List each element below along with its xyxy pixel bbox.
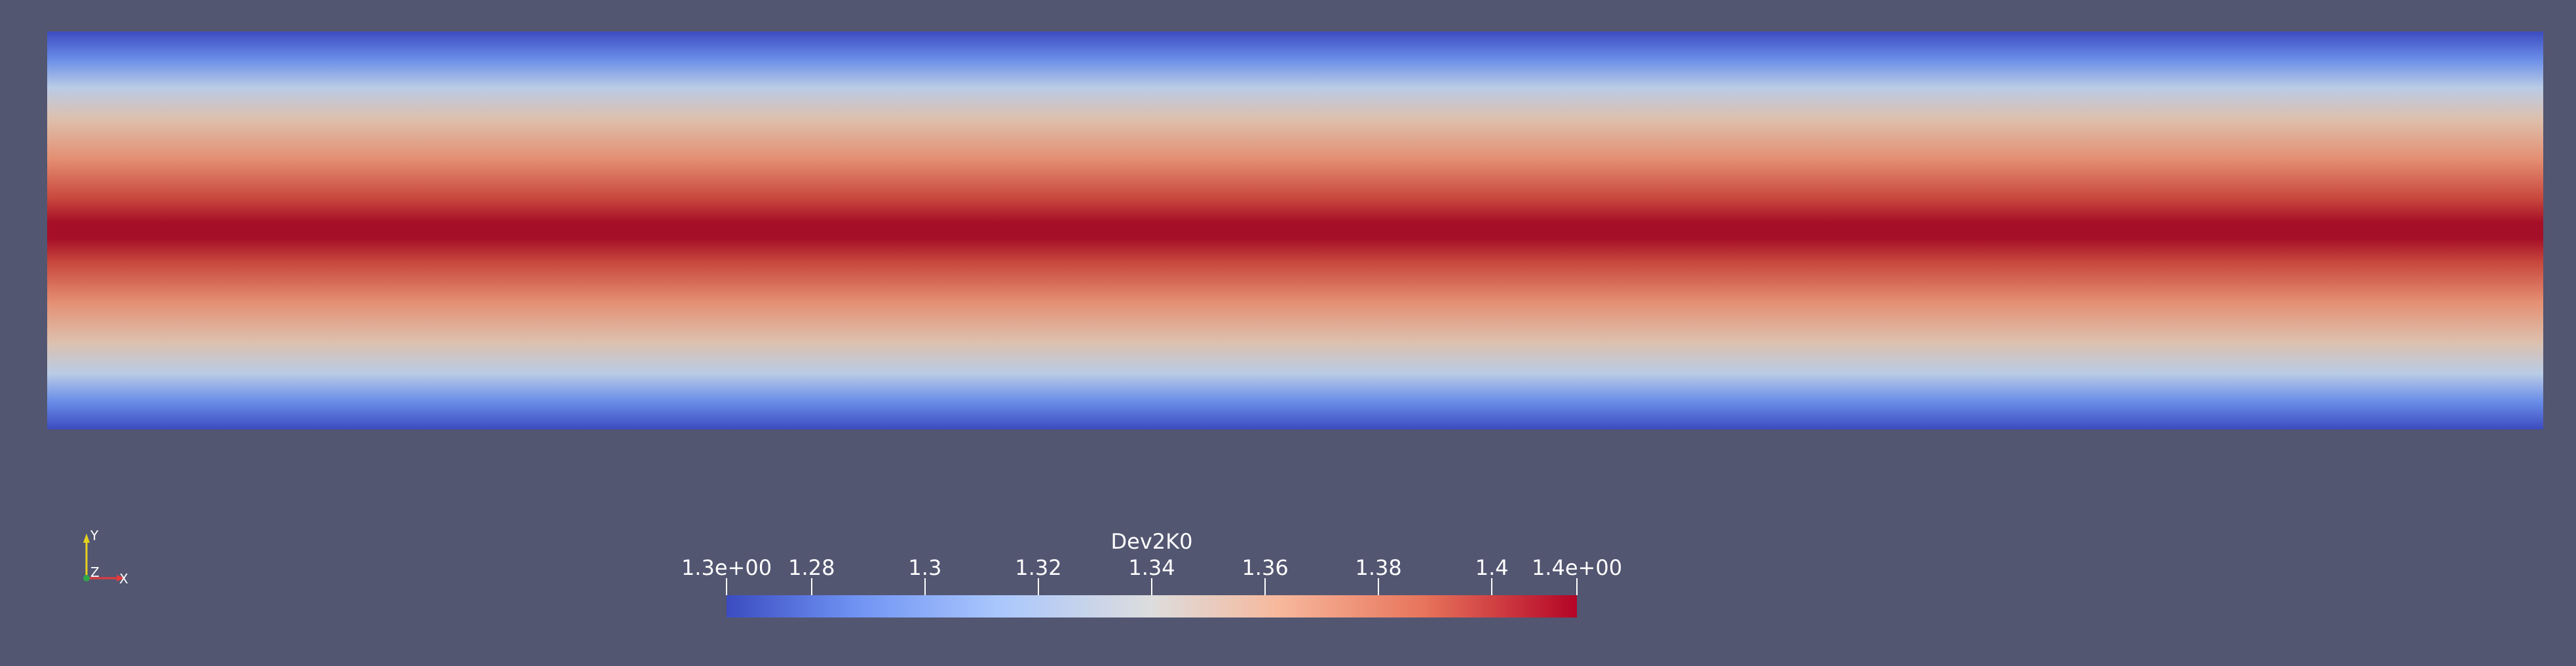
colorbar-tick-label: 1.34 — [1128, 555, 1175, 580]
colorbar-tick-mark — [726, 578, 727, 595]
colorbar-tick-label: 1.3 — [908, 555, 942, 580]
y-axis-arrow-icon — [83, 534, 90, 543]
x-axis-arrow-icon — [117, 575, 124, 581]
z-axis-label: Z — [90, 564, 100, 580]
y-axis-label: Y — [90, 528, 99, 543]
colorbar-title: Dev2K0 — [1110, 529, 1193, 554]
colorbar-tick-mark — [924, 578, 926, 595]
colorbar-tick-mark — [810, 578, 812, 595]
colorbar-tick-label: 1.32 — [1015, 555, 1062, 580]
colorbar-tick-label: 1.4 — [1475, 555, 1509, 580]
colorbar-tick-mark — [1264, 578, 1266, 595]
colorbar-tick-mark — [1378, 578, 1380, 595]
z-axis-marker-icon — [83, 575, 90, 581]
orientation-axes-widget: Y Z X — [83, 528, 128, 587]
colorbar-tick-mark — [1151, 578, 1152, 595]
colorbar-tick-label: 1.38 — [1355, 555, 1402, 580]
colorbar-tick-mark — [1037, 578, 1039, 595]
scalar-field-plot[interactable] — [47, 31, 2543, 429]
colorbar-tick-mark — [1491, 578, 1493, 595]
colorbar-tick-mark — [1576, 578, 1578, 595]
colorbar-tick-label: 1.28 — [788, 555, 835, 580]
colorbar-tick-label: 1.36 — [1241, 555, 1289, 580]
colorbar-tick-label: 1.4e+00 — [1531, 555, 1623, 580]
colorbar-tick-label: 1.3e+00 — [681, 555, 772, 580]
x-axis-label: X — [119, 571, 128, 587]
colorbar-gradient[interactable] — [727, 595, 1577, 617]
